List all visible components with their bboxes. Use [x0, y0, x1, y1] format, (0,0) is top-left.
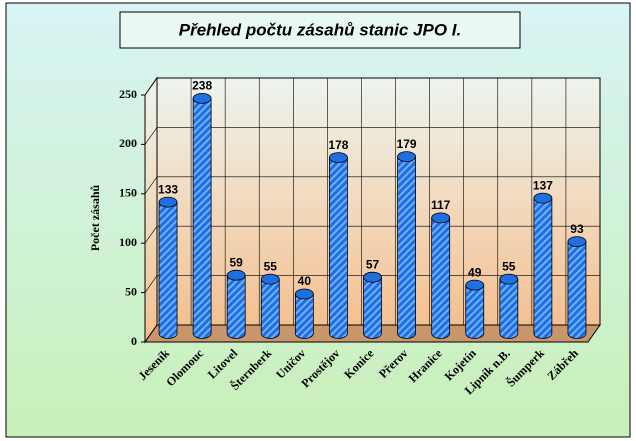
value-label: 57	[366, 257, 380, 271]
value-label: 93	[570, 222, 584, 236]
chart-title: Přehled počtu zásahů stanic JPO I.	[179, 20, 461, 39]
value-label: 133	[158, 182, 178, 196]
bar	[499, 278, 519, 339]
bar	[397, 156, 416, 339]
value-label: 179	[397, 137, 417, 151]
y-tick-label: 250	[119, 87, 137, 101]
bar-top	[226, 269, 246, 281]
value-label: 55	[502, 259, 516, 273]
grid-line	[144, 225, 600, 244]
grid-line	[144, 275, 600, 293]
bar	[294, 293, 314, 339]
bar	[226, 274, 246, 339]
bar	[431, 217, 451, 339]
bar-top	[192, 92, 212, 104]
value-label: 178	[328, 138, 348, 152]
bar-top	[465, 279, 485, 291]
bar-top	[397, 151, 416, 163]
bar	[465, 284, 485, 339]
value-label: 117	[431, 198, 451, 212]
bar	[533, 197, 553, 339]
bar	[329, 157, 348, 339]
value-label: 238	[192, 79, 212, 93]
y-tick-label: 150	[119, 186, 137, 200]
grid-line	[144, 324, 600, 343]
grid-line	[144, 176, 600, 194]
bar	[363, 276, 382, 339]
bar	[158, 201, 178, 339]
y-tick-label: 200	[119, 136, 137, 150]
bar-top	[499, 273, 519, 285]
value-label: 59	[230, 255, 244, 269]
bar	[567, 241, 587, 339]
y-axis-label: Počet zásahů	[88, 185, 102, 252]
bar-top	[294, 288, 314, 300]
bar-top	[363, 271, 382, 283]
value-label: 49	[468, 265, 482, 279]
bar	[192, 97, 212, 339]
bar-top	[567, 236, 587, 248]
bar-top	[260, 273, 280, 285]
grid-line	[144, 127, 600, 145]
side-wall	[144, 76, 158, 344]
y-tick-label: 50	[125, 284, 137, 298]
value-label: 40	[298, 274, 312, 288]
y-tick-label: 100	[119, 235, 137, 249]
value-label: 137	[533, 178, 553, 192]
bar-top	[158, 196, 178, 208]
y-tick-label: 0	[131, 334, 137, 348]
bar-top	[431, 212, 451, 224]
bar-top	[329, 152, 348, 164]
bar-top	[533, 192, 553, 204]
bar	[260, 278, 280, 339]
value-label: 55	[264, 259, 278, 273]
grid-line	[144, 77, 600, 96]
title-box	[119, 11, 521, 49]
